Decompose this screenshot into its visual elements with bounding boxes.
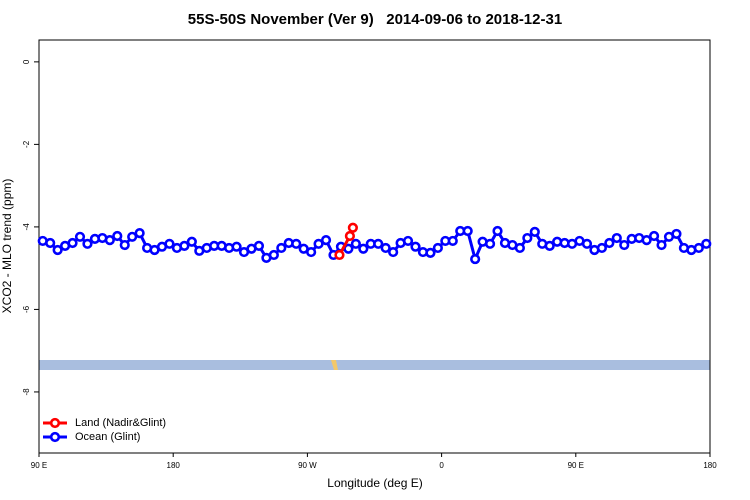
point [231,241,242,252]
point [514,242,525,254]
point [402,235,414,247]
point [611,232,622,244]
point [470,253,481,265]
point [350,238,361,249]
point [358,243,369,254]
point [186,236,197,247]
point [619,239,630,251]
x-tick-label: 180 [703,461,717,470]
point [291,238,302,249]
point [134,227,145,239]
point [276,242,287,254]
point [373,238,384,249]
point [52,244,63,256]
point [596,242,607,254]
point [462,225,473,237]
point [253,240,265,251]
point [388,246,399,258]
point [447,235,458,247]
point [313,238,324,249]
point [484,238,496,249]
point [334,249,345,261]
x-tick-label: 90 E [568,461,584,470]
point [343,243,354,254]
x-axis-label: Longitude (deg E) [327,476,422,490]
coverage-land [331,360,338,370]
point [179,240,190,251]
point [529,226,540,237]
y-tick-label: 0 [22,59,31,64]
point [164,238,175,249]
x-tick-label: 0 [439,461,444,470]
point [693,242,704,254]
legend-label: Land (Nadir&Glint) [75,417,166,429]
y-tick-label: -4 [22,223,31,231]
legend-label: Ocean (Glint) [75,431,140,443]
y-tick-label: -8 [22,388,31,396]
point [306,246,317,258]
point [492,225,503,237]
point [410,241,421,252]
point [641,235,652,246]
point [347,222,358,233]
point [344,230,355,242]
y-tick-label: -2 [22,140,31,148]
y-tick-label: -6 [22,305,31,313]
point [82,238,93,249]
point [45,237,56,249]
point [656,239,667,251]
legend-marker [49,431,61,443]
point [119,239,130,251]
x-tick-label: 90 E [31,461,47,470]
point [425,247,436,258]
point [648,230,660,242]
x-tick-label: 90 W [298,461,317,470]
point [581,238,593,249]
chart-title: 55S-50S November (Ver 9) 2014-09-06 to 2… [188,11,562,28]
point [701,238,712,249]
point [432,242,443,254]
y-axis-label: XCO2 - MLO trend (ppm) [0,179,14,314]
point [74,231,86,242]
point [544,240,555,251]
point [104,235,115,246]
coverage-strip [39,360,710,370]
point [127,231,138,242]
point [320,235,332,246]
point [112,230,123,242]
point [671,228,682,240]
point [67,237,78,249]
point [522,232,533,244]
legend-marker [49,417,61,429]
point [604,237,615,249]
point [380,242,391,254]
x-tick-label: 180 [167,461,181,470]
point [268,249,279,261]
